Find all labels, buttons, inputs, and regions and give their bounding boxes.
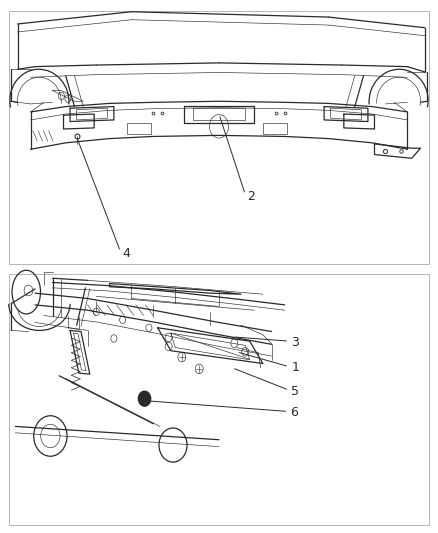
Text: 1: 1 — [291, 361, 299, 374]
Text: 5: 5 — [291, 385, 299, 398]
Bar — [127, 123, 151, 134]
Text: 3: 3 — [291, 336, 299, 349]
Bar — [9, 274, 429, 525]
Bar — [263, 123, 287, 134]
Text: 6: 6 — [290, 406, 298, 419]
Circle shape — [138, 391, 151, 406]
Text: 2: 2 — [247, 190, 255, 203]
Text: 4: 4 — [123, 247, 131, 260]
Bar — [9, 11, 429, 264]
